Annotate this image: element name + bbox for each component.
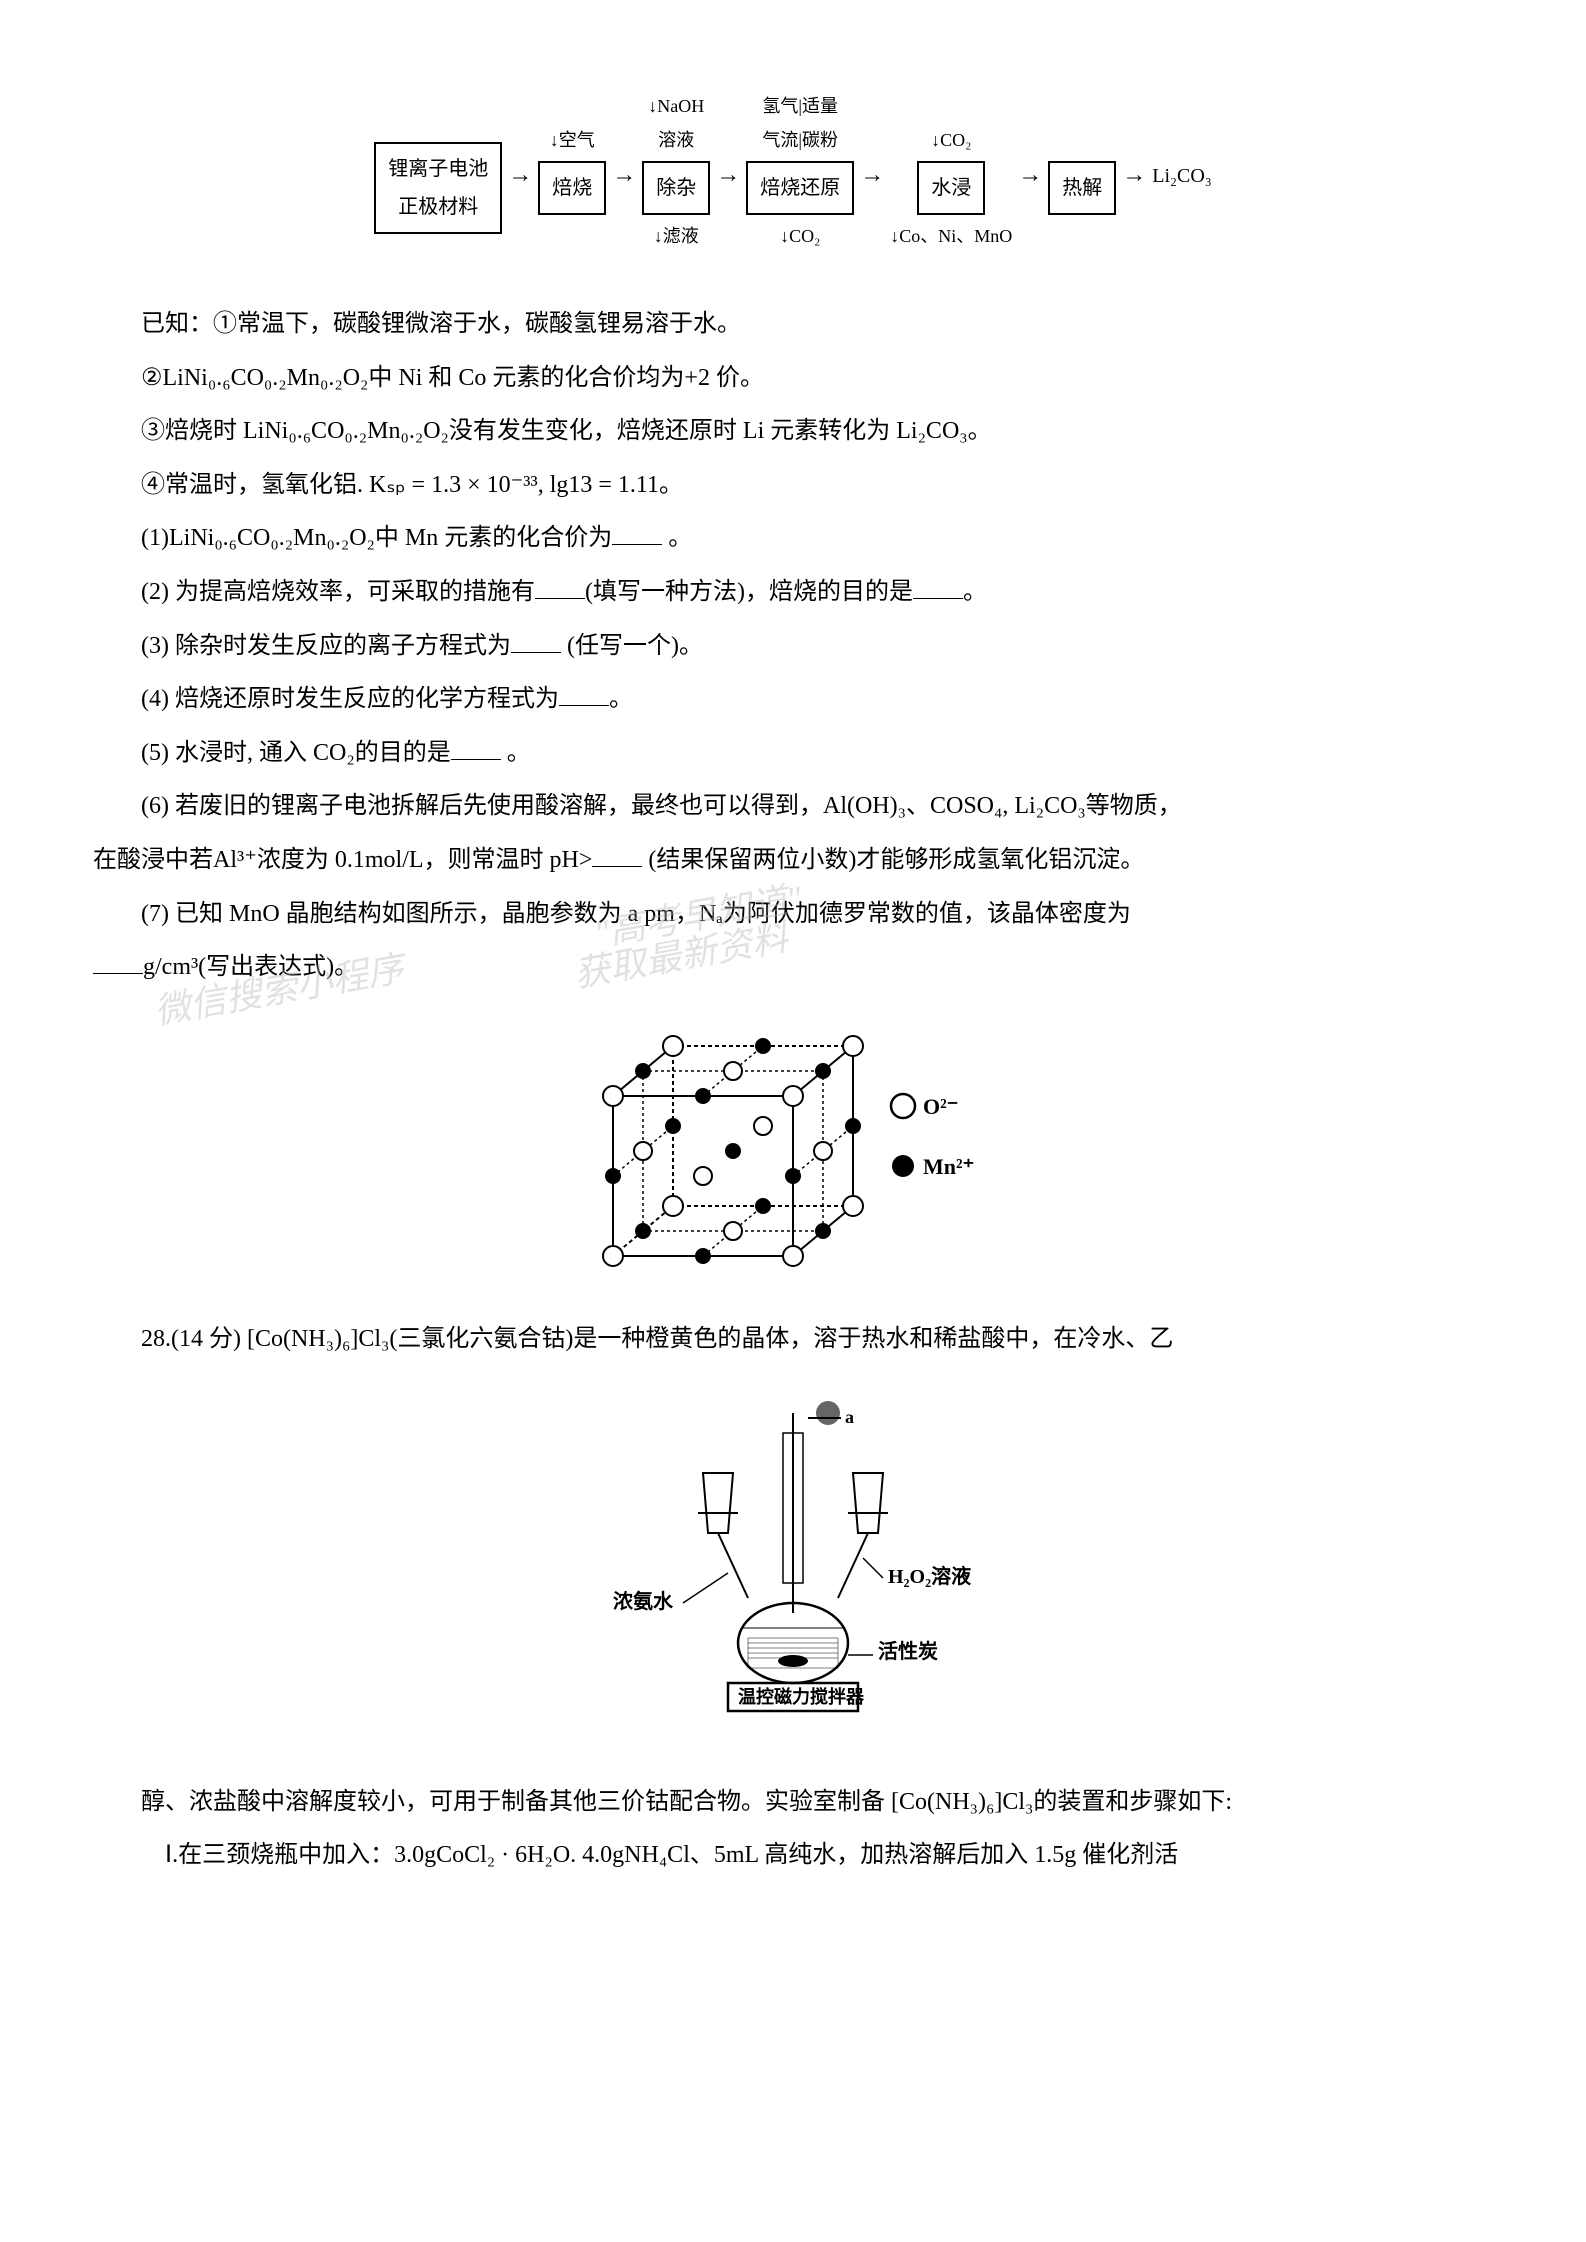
q2-end: 。 — [963, 579, 987, 605]
q28-step1: Ⅰ.在三颈烧瓶中加入：3.0gCoCl₂ · 6H₂O. 4.0gNH₄Cl、5… — [93, 1833, 1493, 1879]
arrow-icon: → — [860, 153, 884, 199]
label-a: a — [845, 1407, 854, 1427]
q28-line2: 醇、浓盐酸中溶解度较小，可用于制备其他三价钴配合物。实验室制备 [Co(NH₃)… — [93, 1780, 1493, 1826]
question-6a: (6) 若废旧的锂离子电池拆解后先使用酸溶解，最终也可以得到，Al(OH)₃、C… — [93, 784, 1493, 830]
question-7a: (7) 已知 MnO 晶胞结构如图所示，晶胞参数为 a pm，Nₐ为阿伏加德罗常… — [93, 892, 1493, 938]
arrow-icon: → — [716, 153, 740, 199]
apparatus-diagram: a 浓氨水 H₂O₂溶液 活性炭 — [93, 1383, 1493, 1760]
q7b-text: g/cm³(写出表达式)。 — [143, 954, 358, 980]
q2-mid: (填写一种方法)，焙烧的目的是 — [585, 579, 913, 605]
apparatus-svg: a 浓氨水 H₂O₂溶液 活性炭 — [583, 1383, 1003, 1743]
label-carbon: 活性炭 — [878, 1640, 938, 1663]
flow-out4: Co、Ni、MnO — [899, 226, 1012, 246]
flow-node3: 焙烧还原 — [746, 161, 854, 215]
flow-node2: 除杂 — [642, 161, 710, 215]
flow-out3: CO₂ — [789, 226, 820, 246]
q3-text: (3) 除杂时发生反应的离子方程式为 — [141, 633, 511, 659]
process-flowchart: 锂离子电池 正极材料 → ↓空气 焙烧 → ↓NaOH 溶液 除杂 ↓滤液 → … — [93, 90, 1493, 262]
flow-in4: ↓CO₂ — [931, 109, 971, 157]
question-6b: 在酸浸中若Al³⁺浓度为 0.1mol/L，则常温时 pH> (结果保留两位小数… — [93, 838, 1493, 884]
question-1: (1)LiNi₀.₆CO₀.₂Mn₀.₂O₂中 Mn 元素的化合价为 。 — [93, 516, 1493, 562]
crystal-svg: O²⁻ Mn²⁺ — [573, 1006, 1013, 1286]
crystal-diagram: 微信搜索小程序 — [93, 1006, 1493, 1303]
flow-in1: ↓空气 — [550, 109, 595, 157]
known-3: ③焙烧时 LiNi₀.₆CO₀.₂Mn₀.₂O₂没有发生变化，焙烧还原时 Li … — [93, 409, 1493, 455]
label-left: 浓氨水 — [613, 1589, 674, 1613]
known-4: ④常温时，氢氧化铝. Kₛₚ = 1.3 × 10⁻³³, lg13 = 1.1… — [93, 463, 1493, 509]
q6c-text: (结果保留两位小数)才能够形成氢氧化铝沉淀。 — [642, 847, 1144, 873]
q1-text: (1)LiNi₀.₆CO₀.₂Mn₀.₂O₂中 Mn 元素的化合价为 — [141, 525, 612, 551]
q3-end: (任写一个)。 — [561, 633, 703, 659]
flow-start: 锂离子电池 正极材料 — [374, 142, 502, 234]
label-right: H₂O₂溶液 — [888, 1564, 972, 1588]
arrow-icon: → — [508, 153, 532, 199]
q6b-text: 在酸浸中若Al³⁺浓度为 0.1mol/L，则常温时 pH> — [93, 847, 592, 873]
flow-node4: 水浸 — [917, 161, 985, 215]
q5-end: 。 — [501, 740, 531, 766]
flow-in2: ↓NaOH 溶液 — [648, 109, 704, 157]
q4-end: 。 — [609, 686, 633, 712]
known-2: ②LiNi₀.₆CO₀.₂Mn₀.₂O₂中 Ni 和 Co 元素的化合价均为+2… — [93, 356, 1493, 402]
question-7b: g/cm³(写出表达式)。 — [93, 945, 1493, 991]
question-4: (4) 焙烧还原时发生反应的化学方程式为 。 — [93, 677, 1493, 723]
q1-end: 。 — [662, 525, 692, 551]
flow-end: Li₂CO₃ — [1152, 157, 1212, 195]
question-3: (3) 除杂时发生反应的离子方程式为 (任写一个)。 — [93, 624, 1493, 670]
arrow-icon: → — [1018, 153, 1042, 199]
flow-node1: 焙烧 — [538, 161, 606, 215]
legend-o2: O²⁻ — [923, 1094, 958, 1119]
arrow-icon: → — [612, 153, 636, 199]
question-5: (5) 水浸时, 通入 CO₂的目的是 。 — [93, 731, 1493, 777]
flow-node5: 热解 — [1048, 161, 1116, 215]
legend-mn2: Mn²⁺ — [923, 1154, 974, 1179]
flow-in3: 氢气|适量 气流|碳粉 — [762, 109, 838, 157]
q28-intro: 28.(14 分) [Co(NH₃)₆]Cl₃(三氯化六氨合钴)是一种橙黄色的晶… — [93, 1317, 1493, 1363]
known-1: 已知：①常温下，碳酸锂微溶于水，碳酸氢锂易溶于水。 — [93, 302, 1493, 348]
question-2: (2) 为提高焙烧效率，可采取的措施有 (填写一种方法)，焙烧的目的是 。 — [93, 570, 1493, 616]
q2-text: (2) 为提高焙烧效率，可采取的措施有 — [141, 579, 535, 605]
arrow-icon: → — [1122, 153, 1146, 199]
flow-out2: 滤液 — [663, 226, 699, 246]
q4-text: (4) 焙烧还原时发生反应的化学方程式为 — [141, 686, 559, 712]
label-stirrer: 温控磁力搅拌器 — [738, 1686, 865, 1707]
q5-text: (5) 水浸时, 通入 CO₂的目的是 — [141, 740, 451, 766]
